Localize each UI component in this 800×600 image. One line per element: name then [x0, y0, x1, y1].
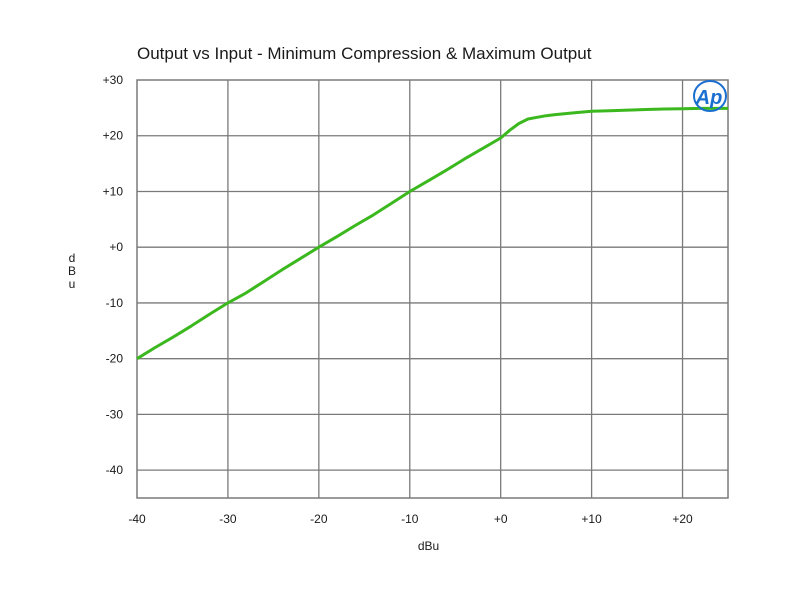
y-tick-label: +20	[103, 129, 124, 143]
series-group	[136, 106, 728, 360]
x-tick-label: +20	[672, 512, 693, 526]
y-tick-label: -30	[106, 407, 124, 421]
series-line	[136, 106, 728, 360]
y-tick-label: -10	[106, 296, 124, 310]
y-tick-label: -40	[106, 463, 124, 477]
y-tick-label: +10	[103, 184, 124, 198]
x-tick-labels: -40 -30 -20 -10 +0 +10 +20	[128, 512, 693, 526]
logo-text: Ap	[695, 87, 723, 109]
chart-title: Output vs Input - Minimum Compression & …	[137, 44, 592, 63]
logo-ring	[693, 80, 727, 112]
y-tick-label: +0	[109, 240, 123, 254]
y-tick-label: -20	[106, 352, 124, 366]
x-tick-label: -20	[310, 512, 328, 526]
y-tick-labels: +30 +20 +10 +0 -10 -20 -30 -40	[103, 73, 124, 477]
x-tick-label: +0	[494, 512, 508, 526]
plot-area	[136, 79, 729, 499]
x-tick-label: -40	[128, 512, 146, 526]
ap-logo: Ap	[693, 80, 727, 112]
grid-lines	[137, 80, 728, 498]
x-axis-label: dBu	[418, 539, 439, 553]
y-tick-label: +30	[103, 73, 124, 87]
x-tick-label: +10	[581, 512, 602, 526]
x-tick-label: -30	[219, 512, 237, 526]
x-tick-label: -10	[401, 512, 419, 526]
